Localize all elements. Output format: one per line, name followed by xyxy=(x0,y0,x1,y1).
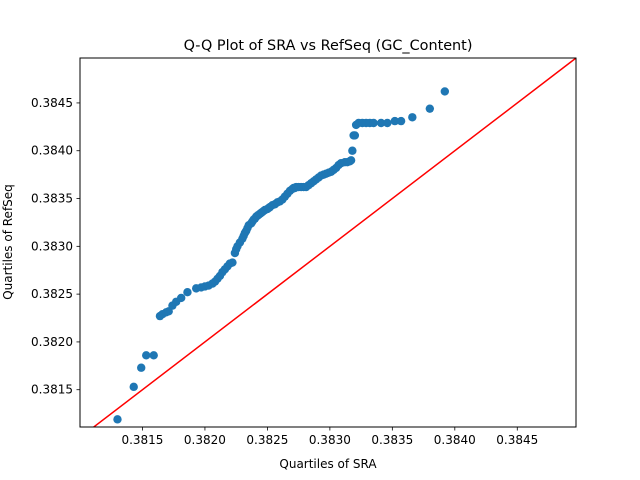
plot-frame xyxy=(79,57,577,428)
data-point xyxy=(346,156,356,165)
x-tick-label: 0.3835 xyxy=(371,433,413,447)
chart-title: Q-Q Plot of SRA vs RefSeq (GC_Content) xyxy=(184,38,473,54)
x-tick-label: 0.3825 xyxy=(246,433,288,447)
y-tick-label: 0.3840 xyxy=(31,144,73,158)
data-point xyxy=(149,351,158,360)
data-point xyxy=(176,293,186,303)
y-tick-label: 0.3825 xyxy=(31,287,73,301)
data-point xyxy=(350,131,360,140)
y-tick-label: 0.3830 xyxy=(31,239,73,253)
data-point xyxy=(383,118,392,128)
y-axis: 0.3815 0.3820 0.3825 0.3830 0.3835 0.3840 0.38… xyxy=(31,96,80,397)
data-point xyxy=(440,87,450,96)
reference-line xyxy=(92,58,576,427)
y-tick-label: 0.3820 xyxy=(31,335,73,349)
data-point xyxy=(228,258,237,267)
plot-area xyxy=(80,58,576,427)
y-tick-label: 0.3845 xyxy=(31,96,73,110)
x-tick-label: 0.3815 xyxy=(121,433,163,447)
data-point xyxy=(348,146,357,155)
data-point xyxy=(137,363,146,372)
y-axis-title: Quartiles of RefSeq xyxy=(1,184,15,300)
data-point xyxy=(129,382,138,392)
data-point xyxy=(408,113,417,122)
data-points xyxy=(113,87,450,424)
data-point xyxy=(183,288,192,297)
data-point xyxy=(396,116,406,126)
x-tick-label: 0.3830 xyxy=(309,433,351,447)
data-point xyxy=(425,104,435,113)
data-point xyxy=(369,118,378,128)
data-point xyxy=(390,116,400,126)
x-axis-title: Quartiles of SRA xyxy=(279,457,377,471)
x-tick-label: 0.3840 xyxy=(434,433,476,447)
reference-line-group xyxy=(92,58,576,427)
y-tick-label: 0.3815 xyxy=(31,383,73,397)
x-tick-label: 0.3845 xyxy=(496,433,538,447)
data-point xyxy=(376,118,386,128)
x-tick-label: 0.3820 xyxy=(184,433,226,447)
data-point xyxy=(113,415,122,424)
y-tick-label: 0.3835 xyxy=(31,192,73,206)
x-axis: 0.3815 0.3820 0.3825 0.3830 0.3835 0.3840 0.38… xyxy=(121,427,538,447)
data-point xyxy=(142,351,151,360)
